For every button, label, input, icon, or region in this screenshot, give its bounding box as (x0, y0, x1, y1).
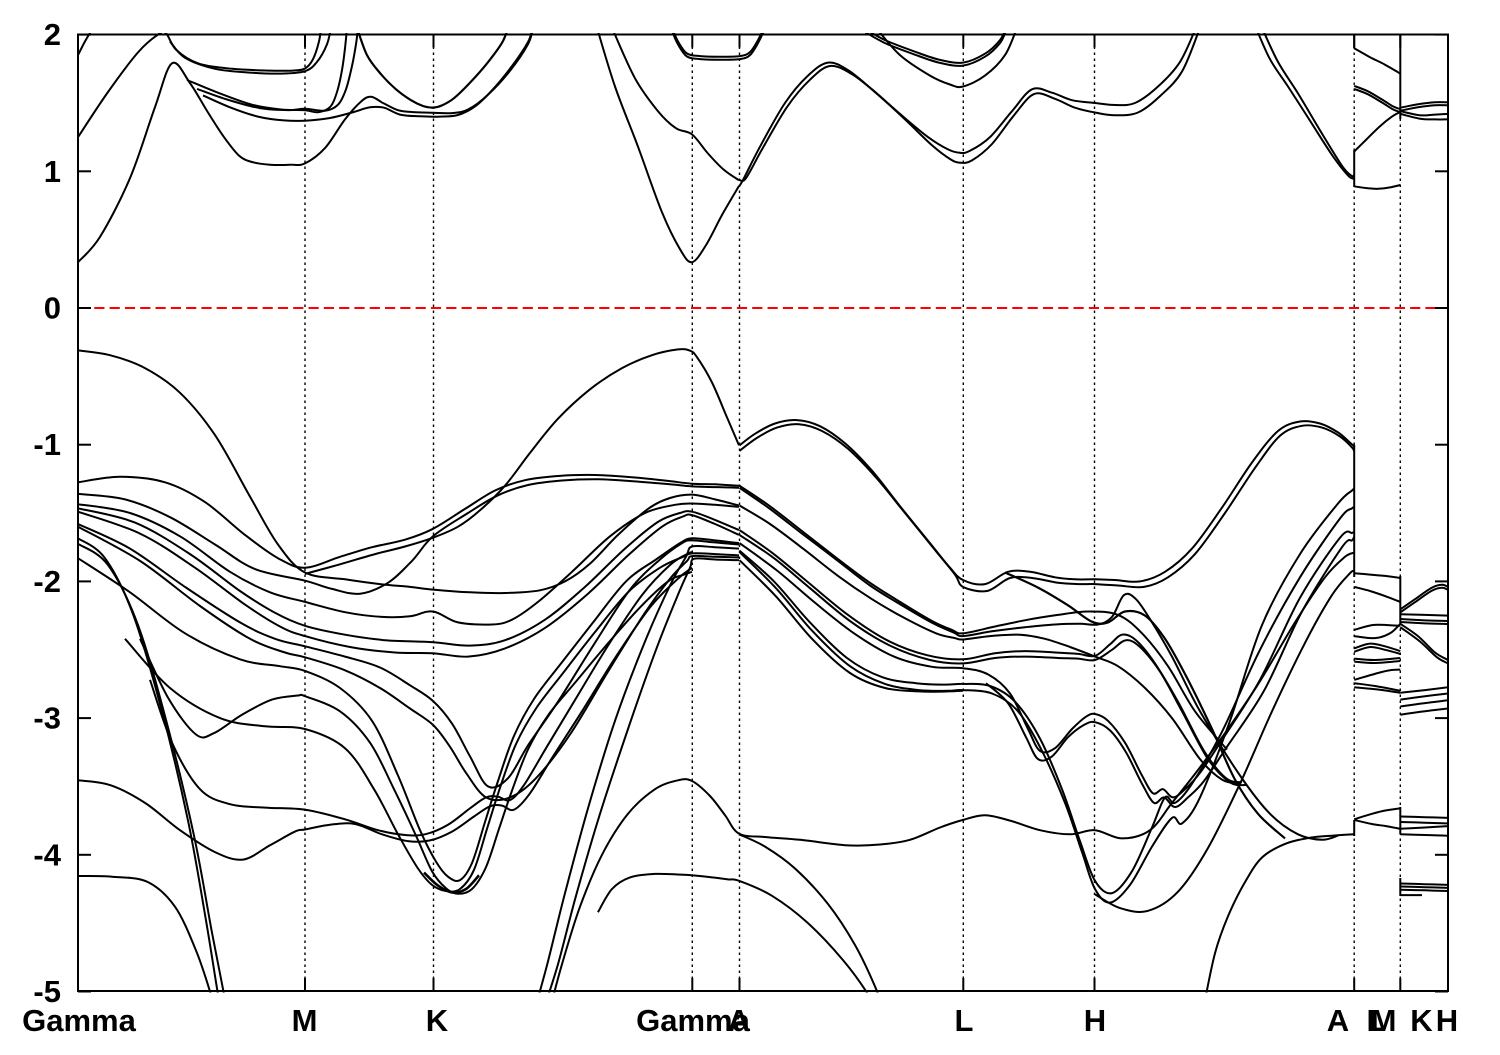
svg-text:-4: -4 (33, 837, 61, 872)
svg-text:-5: -5 (33, 974, 61, 1009)
svg-text:Gamma: Gamma (22, 1003, 136, 1038)
svg-text:-3: -3 (33, 701, 61, 736)
svg-text:L: L (955, 1003, 974, 1038)
svg-text:0: 0 (44, 291, 61, 326)
svg-text:1: 1 (44, 154, 61, 189)
svg-text:H: H (1084, 1003, 1106, 1038)
svg-text:H: H (1436, 1003, 1458, 1038)
svg-text:L: L (1367, 1003, 1386, 1038)
svg-text:-2: -2 (33, 564, 61, 599)
svg-text:A: A (728, 1003, 750, 1038)
svg-text:K: K (426, 1003, 449, 1038)
svg-text:-1: -1 (33, 427, 61, 462)
svg-text:M: M (1371, 1003, 1397, 1038)
svg-text:Gamma: Gamma (636, 1003, 750, 1038)
svg-text:2: 2 (44, 17, 61, 52)
svg-text:M: M (292, 1003, 318, 1038)
svg-text:K: K (1410, 1003, 1433, 1038)
svg-text:A: A (1327, 1003, 1349, 1038)
